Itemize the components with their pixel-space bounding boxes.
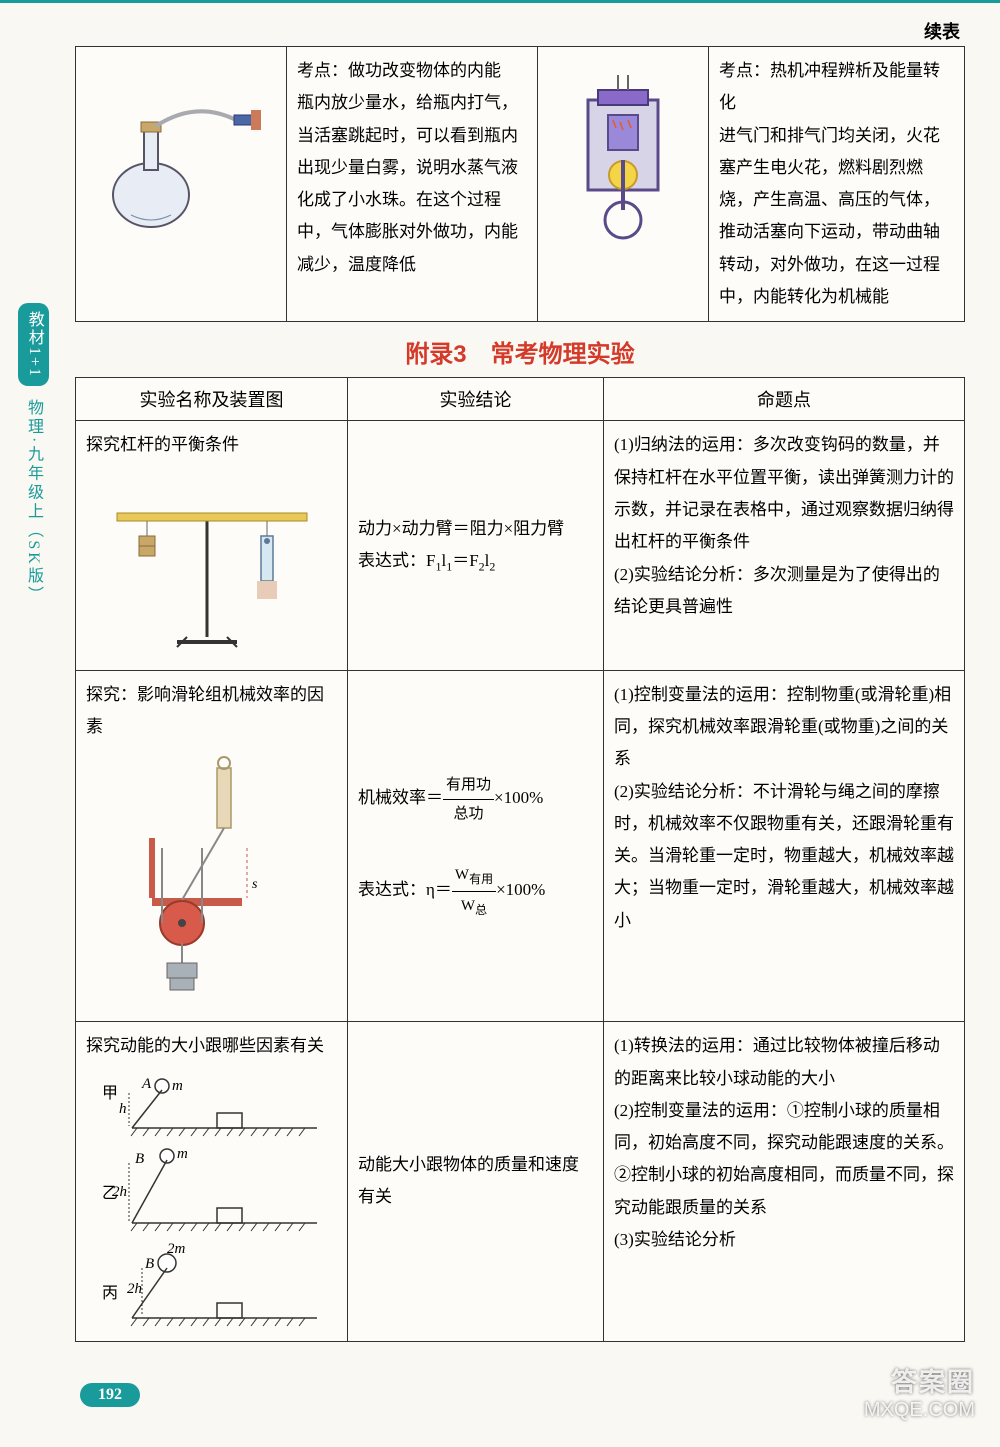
continue-label: 续表: [75, 18, 965, 44]
header-col3: 命题点: [604, 378, 965, 421]
points-cell: (1)转换法的运用：通过比较物体被撞后移动的距离来比较小球动能的大小 (2)控制…: [604, 1022, 965, 1341]
table-row: 探究：影响滑轮组机械效率的因素 s: [76, 670, 965, 1022]
svg-text:B: B: [135, 1151, 144, 1167]
header-col1: 实验名称及装置图: [76, 378, 348, 421]
conclusion-cell: 机械效率＝有用功总功×100%表达式：η＝W有用W总×100%: [348, 670, 604, 1022]
svg-text:B: B: [145, 1256, 154, 1272]
exp-name: 探究杠杆的平衡条件: [86, 429, 337, 461]
exp-name-cell: 探究杠杆的平衡条件: [76, 421, 348, 670]
page: 教材1+1 物理·九年级上（SK版） 续表: [0, 0, 1000, 1447]
header-col2: 实验结论: [348, 378, 604, 421]
svg-text:h: h: [119, 1101, 127, 1117]
points-cell: (1)归纳法的运用：多次改变钩码的数量，并保持杠杆在水平位置平衡，读出弹簧测力计…: [604, 421, 965, 670]
experiments-table: 实验名称及装置图 实验结论 命题点 探究杠杆的平衡条件: [75, 377, 965, 1341]
svg-text:A: A: [141, 1076, 152, 1092]
svg-text:丙: 丙: [102, 1285, 118, 1302]
points-text: (1)转换法的运用：通过比较物体被撞后移动的距离来比较小球动能的大小 (2)控制…: [614, 1036, 954, 1249]
side-tabs: 教材1+1 物理·九年级上（SK版）: [18, 303, 48, 613]
conclusion-cell: 动能大小跟物体的质量和速度有关: [348, 1022, 604, 1341]
conclusion-text: 机械效率＝有用功总功×100%表达式：η＝W有用W总×100%: [358, 788, 545, 899]
points-text: (1)归纳法的运用：多次改变钩码的数量，并保持杠杆在水平位置平衡，读出弹簧测力计…: [614, 435, 954, 615]
conclusion-text: 动力×动力臂＝阻力×阻力臂表达式：F1l1＝F2l2: [358, 519, 564, 570]
watermark: 答案圈 MXQE.COM: [864, 1367, 975, 1422]
svg-text:m: m: [172, 1078, 183, 1094]
watermark-line1: 答案圈: [864, 1367, 975, 1398]
page-number: 192: [80, 1383, 140, 1407]
section-title: 附录3 常考物理实验: [75, 334, 965, 369]
table-row: 探究动能的大小跟哪些因素有关 甲 A m h: [76, 1022, 965, 1341]
engine-icon: [558, 60, 688, 260]
content-area: 续表 考点：做功改变物体的内能 瓶内放少量水，给瓶内打气，当活塞: [75, 3, 965, 1342]
top-table: 考点：做功改变物体的内能 瓶内放少量水，给瓶内打气，当活塞跳起时，可以看到瓶内出…: [75, 46, 965, 322]
conclusion-cell: 动力×动力臂＝阻力×阻力臂表达式：F1l1＝F2l2: [348, 421, 604, 670]
watermark-line2: MXQE.COM: [864, 1398, 975, 1422]
table-row: 探究杠杆的平衡条件: [76, 421, 965, 670]
side-tab-book: 教材1+1: [18, 303, 49, 386]
svg-text:s: s: [252, 877, 258, 892]
exp-name: 探究：影响滑轮组机械效率的因素: [86, 679, 337, 744]
svg-text:2h: 2h: [112, 1184, 127, 1200]
engine-text-cell: 考点：热机冲程辨析及能量转化 进气门和排气门均关闭，火花塞产生电火花，燃料剧烈燃…: [709, 47, 965, 322]
exp-name-cell: 探究：影响滑轮组机械效率的因素 s: [76, 670, 348, 1022]
svg-text:2h: 2h: [127, 1281, 142, 1297]
exp-name-cell: 探究动能的大小跟哪些因素有关 甲 A m h: [76, 1022, 348, 1341]
flask-icon: [96, 60, 266, 240]
points-text: (1)控制变量法的运用：控制物重(或滑轮重)相同，探究机械效率跟滑轮重(或物重)…: [614, 685, 954, 930]
flask-text: 考点：做功改变物体的内能 瓶内放少量水，给瓶内打气，当活塞跳起时，可以看到瓶内出…: [297, 61, 518, 274]
table-header-row: 实验名称及装置图 实验结论 命题点: [76, 378, 965, 421]
points-cell: (1)控制变量法的运用：控制物重(或滑轮重)相同，探究机械效率跟滑轮重(或物重)…: [604, 670, 965, 1022]
conclusion-text: 动能大小跟物体的质量和速度有关: [358, 1155, 579, 1206]
engine-text: 考点：热机冲程辨析及能量转化 进气门和排气门均关闭，火花塞产生电火花，燃料剧烈燃…: [719, 61, 940, 306]
lever-icon: [97, 467, 327, 657]
flask-illustration-cell: [76, 47, 287, 322]
svg-text:甲: 甲: [102, 1085, 118, 1102]
svg-text:m: m: [177, 1146, 188, 1162]
kinetic-icon: 甲 A m h 乙 B: [87, 1068, 337, 1328]
flask-text-cell: 考点：做功改变物体的内能 瓶内放少量水，给瓶内打气，当活塞跳起时，可以看到瓶内出…: [287, 47, 538, 322]
exp-name: 探究动能的大小跟哪些因素有关: [86, 1030, 337, 1062]
side-tab-subject: 物理·九年级上（SK版）: [18, 391, 48, 613]
engine-illustration-cell: [538, 47, 709, 322]
pulley-icon: s: [122, 748, 302, 1008]
